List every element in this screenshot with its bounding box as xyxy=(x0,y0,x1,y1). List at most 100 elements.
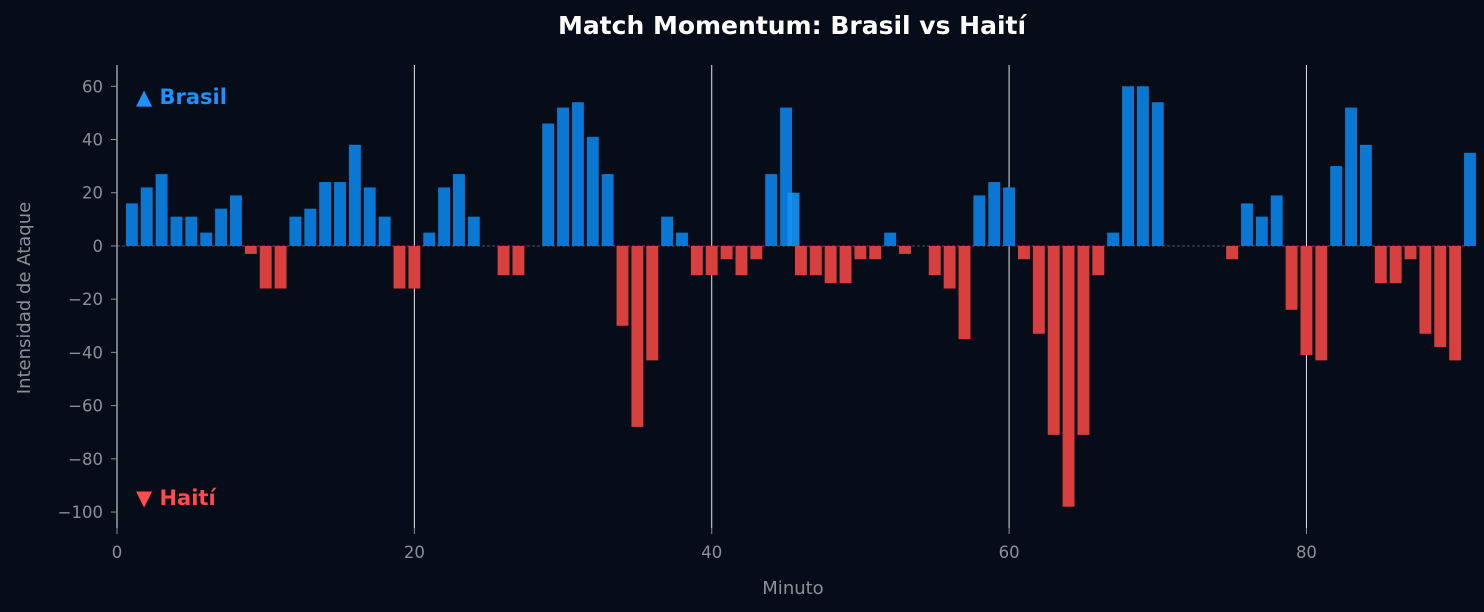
momentum-bar xyxy=(988,182,1001,246)
momentum-bar xyxy=(408,245,421,289)
momentum-bar xyxy=(557,107,569,246)
momentum-bar xyxy=(229,195,242,246)
y-axis-label: Intensidad de Ataque xyxy=(14,202,35,394)
momentum-bar xyxy=(200,232,213,246)
momentum-bar xyxy=(1226,245,1239,260)
momentum-bar xyxy=(1464,152,1476,246)
momentum-bar xyxy=(809,245,822,276)
momentum-bar xyxy=(1241,203,1253,246)
momentum-bar xyxy=(1300,245,1313,356)
highlight-bar xyxy=(787,192,800,246)
momentum-bar xyxy=(1092,245,1105,276)
y-tick-label: −60 xyxy=(68,397,103,416)
x-tick-label: 0 xyxy=(112,543,123,562)
momentum-bar xyxy=(735,245,748,276)
momentum-bar xyxy=(1374,245,1387,284)
momentum-bar xyxy=(601,174,614,246)
momentum-bar xyxy=(690,245,703,276)
momentum-bar xyxy=(765,174,778,246)
momentum-bar xyxy=(1389,245,1402,284)
y-tick-label: −80 xyxy=(68,450,103,469)
momentum-bar xyxy=(1449,245,1462,361)
momentum-bar xyxy=(378,216,391,246)
momentum-bar xyxy=(140,187,153,246)
momentum-bar xyxy=(616,245,629,326)
momentum-bar xyxy=(542,123,555,246)
momentum-bar xyxy=(1003,187,1016,246)
momentum-bar xyxy=(348,144,361,246)
y-tick-label: 0 xyxy=(93,237,104,256)
y-tick-label: 20 xyxy=(82,184,103,203)
momentum-bar xyxy=(1151,102,1164,246)
momentum-bar xyxy=(1062,245,1075,507)
momentum-bar xyxy=(1419,245,1432,334)
momentum-bar xyxy=(1345,107,1358,246)
momentum-bar xyxy=(928,245,941,276)
bars-group xyxy=(125,86,1476,507)
momentum-bar xyxy=(1434,245,1447,348)
x-tick-label: 80 xyxy=(1296,543,1317,562)
x-tick-label: 60 xyxy=(999,543,1020,562)
momentum-bar xyxy=(1047,245,1060,435)
momentum-bar xyxy=(125,203,138,246)
momentum-bar xyxy=(1032,245,1045,334)
momentum-bar xyxy=(289,216,302,246)
momentum-bar xyxy=(497,245,510,276)
momentum-bar xyxy=(512,245,525,276)
momentum-bar xyxy=(393,245,406,289)
momentum-bar xyxy=(661,216,674,246)
momentum-bar xyxy=(958,245,971,340)
momentum-bar xyxy=(1077,245,1090,435)
momentum-bar xyxy=(571,102,584,246)
momentum-bar xyxy=(244,245,257,254)
y-tick-label: 60 xyxy=(82,77,103,96)
momentum-bar xyxy=(274,245,287,289)
momentum-bar xyxy=(824,245,837,284)
momentum-bar xyxy=(1136,86,1149,246)
y-tick-label: −100 xyxy=(58,503,103,522)
momentum-bar xyxy=(1330,166,1343,246)
momentum-bar xyxy=(720,245,733,260)
momentum-bar xyxy=(170,216,183,246)
momentum-bar xyxy=(319,182,332,246)
momentum-bar xyxy=(705,245,718,276)
momentum-bar xyxy=(215,208,228,246)
momentum-bar xyxy=(794,245,807,276)
momentum-bar xyxy=(155,174,168,246)
momentum-bar xyxy=(884,232,897,246)
momentum-bar xyxy=(586,136,599,246)
momentum-bar xyxy=(438,187,451,246)
momentum-bar xyxy=(1404,245,1417,260)
momentum-bar xyxy=(1122,86,1134,246)
momentum-bar xyxy=(839,245,852,284)
momentum-bar xyxy=(899,245,911,254)
x-tick-label: 40 xyxy=(701,543,722,562)
momentum-bar xyxy=(1315,245,1328,361)
haiti-label: ▼ Haití xyxy=(136,486,217,510)
momentum-bar xyxy=(631,245,644,427)
momentum-bar xyxy=(676,232,688,246)
momentum-bar xyxy=(750,245,763,260)
momentum-bar xyxy=(1359,144,1372,246)
y-tick-label: 40 xyxy=(82,131,103,150)
momentum-bar xyxy=(467,216,480,246)
momentum-bar xyxy=(854,245,867,260)
momentum-bar xyxy=(185,216,198,246)
y-tick-label: −20 xyxy=(68,290,103,309)
x-axis-label: Minuto xyxy=(762,578,823,599)
momentum-bar xyxy=(304,208,317,246)
momentum-bar xyxy=(1018,245,1030,260)
momentum-bar xyxy=(973,195,986,246)
momentum-bar xyxy=(334,182,346,246)
momentum-bar xyxy=(453,174,465,246)
momentum-bar xyxy=(1255,216,1268,246)
momentum-bar xyxy=(423,232,436,246)
momentum-bar xyxy=(780,107,793,246)
momentum-bar xyxy=(1270,195,1283,246)
momentum-bar xyxy=(646,245,659,361)
brasil-label: ▲ Brasil xyxy=(136,85,227,109)
momentum-bar xyxy=(259,245,272,289)
y-tick-label: −40 xyxy=(68,343,103,362)
axes-group: 60 40 20 0 −20 −40 −60 −80 −100 0 20 40 60 80 xyxy=(58,65,1317,562)
